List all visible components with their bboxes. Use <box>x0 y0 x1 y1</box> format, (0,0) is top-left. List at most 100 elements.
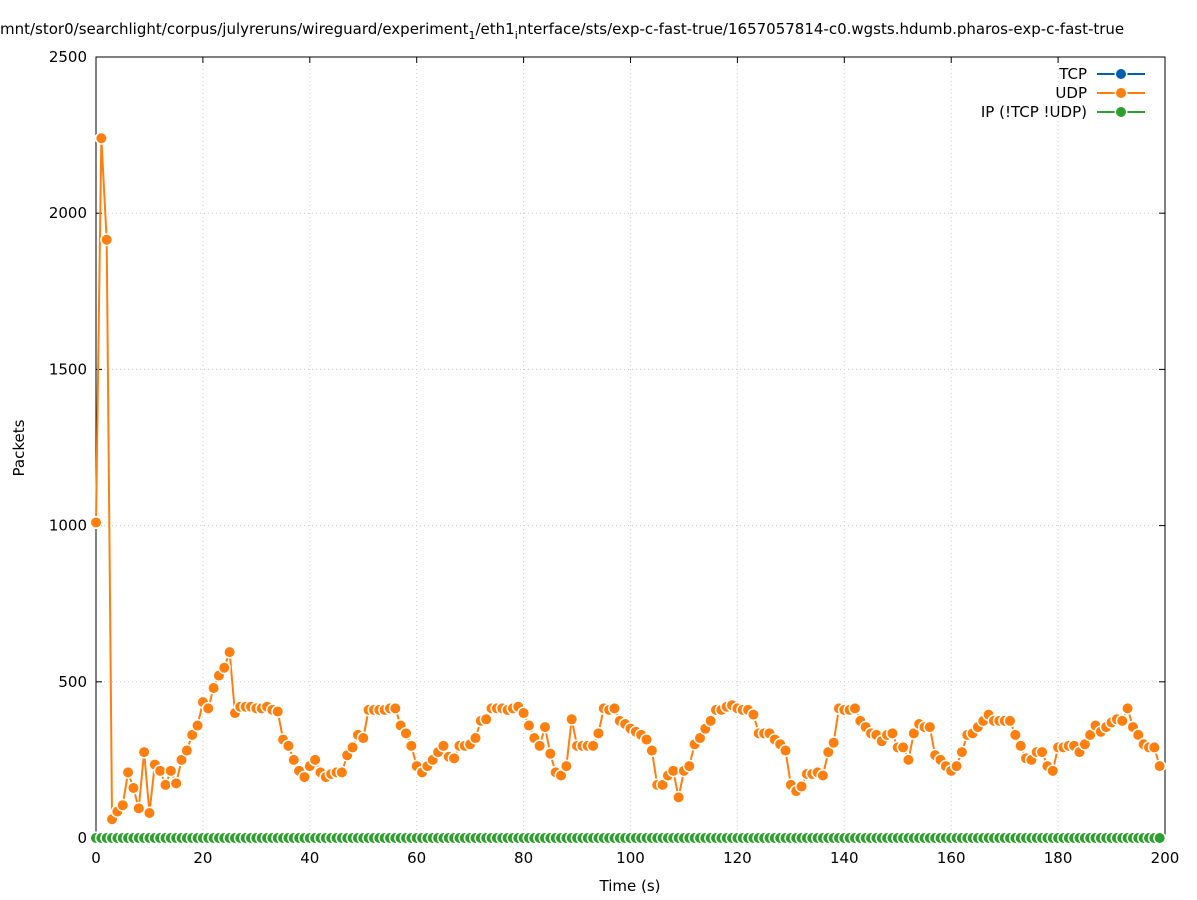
data-point <box>848 701 862 715</box>
data-point <box>795 779 809 793</box>
data-point <box>640 733 654 747</box>
data-point <box>308 753 322 767</box>
title-part: nterface/sts/exp-c-fast-true/1657057814-… <box>518 20 1124 38</box>
legend-swatch <box>1114 67 1128 81</box>
data-point <box>827 736 841 750</box>
data-point <box>950 759 964 773</box>
data-point <box>885 726 899 740</box>
data-point <box>1153 831 1167 845</box>
y-tick-label: 0 <box>77 829 87 847</box>
title-part: mnt/stor0/searchlight/corpus/julyreruns/… <box>0 20 469 38</box>
data-point <box>779 744 793 758</box>
data-point <box>153 764 167 778</box>
data-point <box>1147 740 1161 754</box>
data-point <box>923 720 937 734</box>
data-point <box>399 726 413 740</box>
data-point <box>543 747 557 761</box>
data-point <box>185 728 199 742</box>
x-tick-label: 0 <box>91 849 101 867</box>
x-tick-label: 140 <box>830 849 859 867</box>
title-part: /eth1 <box>476 20 515 38</box>
data-point <box>565 712 579 726</box>
data-point <box>169 776 183 790</box>
data-point <box>404 739 418 753</box>
legend-swatch <box>1114 86 1128 100</box>
data-point <box>682 759 696 773</box>
data-point <box>164 764 178 778</box>
x-tick-label: 200 <box>1151 849 1180 867</box>
data-point <box>645 744 659 758</box>
data-point <box>1003 714 1017 728</box>
data-point <box>335 765 349 779</box>
data-point <box>1078 737 1092 751</box>
data-point <box>704 714 718 728</box>
data-point <box>1121 701 1135 715</box>
data-point <box>468 731 482 745</box>
data-point <box>901 753 915 767</box>
data-point <box>201 701 215 715</box>
data-point <box>287 753 301 767</box>
data-point <box>517 706 531 720</box>
data-point <box>672 790 686 804</box>
data-point <box>746 708 760 722</box>
title-subscript: i <box>515 29 518 42</box>
data-point <box>607 701 621 715</box>
x-tick-label: 80 <box>514 849 533 867</box>
data-point <box>1153 759 1167 773</box>
x-tick-label: 120 <box>723 849 752 867</box>
x-axis-label: Time (s) <box>599 877 661 895</box>
data-point <box>447 751 461 765</box>
data-point <box>896 740 910 754</box>
data-point <box>821 745 835 759</box>
data-point <box>1014 739 1028 753</box>
data-point <box>538 720 552 734</box>
data-point <box>207 681 221 695</box>
data-point <box>158 778 172 792</box>
y-tick-label: 1500 <box>49 360 87 378</box>
data-point <box>116 798 130 812</box>
data-point <box>121 765 135 779</box>
data-point <box>1008 728 1022 742</box>
data-point <box>132 801 146 815</box>
legend-swatch <box>1114 105 1128 119</box>
y-axis-label: Packets <box>10 419 28 476</box>
data-point <box>666 764 680 778</box>
data-point <box>191 719 205 733</box>
legend-label: IP (!TCP !UDP) <box>981 103 1087 121</box>
x-tick-label: 20 <box>193 849 212 867</box>
data-point <box>223 645 237 659</box>
data-point <box>559 759 573 773</box>
y-tick-label: 500 <box>58 673 87 691</box>
data-point <box>1115 714 1129 728</box>
data-point <box>554 769 568 783</box>
y-tick-label: 2000 <box>49 204 87 222</box>
x-tick-label: 60 <box>407 849 426 867</box>
data-point <box>94 131 108 145</box>
data-point <box>89 515 103 529</box>
data-point <box>297 770 311 784</box>
y-tick-label: 1000 <box>49 517 87 535</box>
data-point <box>1046 764 1060 778</box>
data-point <box>180 744 194 758</box>
legend-label: UDP <box>1055 84 1087 102</box>
data-point <box>1035 745 1049 759</box>
data-point <box>137 745 151 759</box>
data-point <box>479 712 493 726</box>
data-point <box>100 233 114 247</box>
data-point <box>533 739 547 753</box>
data-point <box>175 753 189 767</box>
data-point <box>693 731 707 745</box>
title-subscript: 1 <box>469 29 476 42</box>
data-point <box>586 739 600 753</box>
data-point <box>1131 728 1145 742</box>
data-point <box>356 731 370 745</box>
x-tick-label: 160 <box>937 849 966 867</box>
data-point <box>955 745 969 759</box>
data-point <box>591 726 605 740</box>
data-point <box>346 740 360 754</box>
data-point <box>142 806 156 820</box>
chart-title: mnt/stor0/searchlight/corpus/julyreruns/… <box>0 20 1124 42</box>
x-tick-label: 180 <box>1044 849 1073 867</box>
